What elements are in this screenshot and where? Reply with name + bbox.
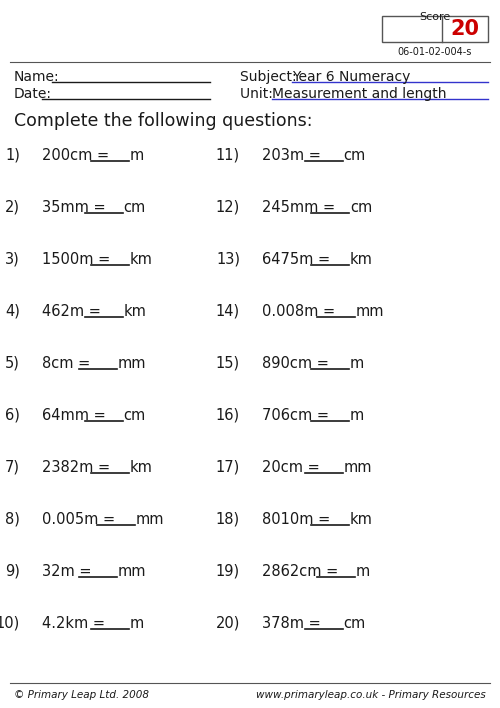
Text: 17): 17): [216, 460, 240, 475]
Text: 18): 18): [216, 512, 240, 527]
Text: 10): 10): [0, 616, 20, 631]
Text: Measurement and length: Measurement and length: [272, 87, 446, 101]
Text: m: m: [356, 564, 370, 579]
Text: 6): 6): [5, 408, 20, 423]
Text: cm: cm: [124, 200, 146, 215]
Text: Subject:: Subject:: [240, 70, 301, 84]
Text: 35mm =: 35mm =: [42, 200, 110, 215]
Text: Score: Score: [420, 12, 450, 22]
Text: 890cm =: 890cm =: [262, 356, 334, 371]
Text: km: km: [130, 252, 152, 267]
Text: 2382m =: 2382m =: [42, 460, 115, 475]
Text: Year 6 Numeracy: Year 6 Numeracy: [292, 70, 410, 84]
Text: cm: cm: [350, 200, 372, 215]
Text: 8010m =: 8010m =: [262, 512, 335, 527]
Text: 12): 12): [216, 200, 240, 215]
Text: 6475m =: 6475m =: [262, 252, 335, 267]
Text: 4.2km =: 4.2km =: [42, 616, 110, 631]
Text: 11): 11): [216, 148, 240, 163]
Text: 4): 4): [5, 304, 20, 319]
Text: 16): 16): [216, 408, 240, 423]
Text: 245mm =: 245mm =: [262, 200, 340, 215]
Text: 1): 1): [5, 148, 20, 163]
Text: 20cm =: 20cm =: [262, 460, 324, 475]
Text: Date:: Date:: [14, 87, 52, 101]
Text: 8): 8): [5, 512, 20, 527]
Bar: [382, 16, 488, 42]
Text: 32m =: 32m =: [42, 564, 96, 579]
Text: km: km: [350, 252, 372, 267]
Text: 200cm =: 200cm =: [42, 148, 114, 163]
Text: 3): 3): [5, 252, 20, 267]
Text: 5): 5): [5, 356, 20, 371]
Text: km: km: [124, 304, 146, 319]
Text: m: m: [350, 408, 364, 423]
Text: cm: cm: [344, 148, 366, 163]
Text: m: m: [130, 148, 144, 163]
Text: 9): 9): [5, 564, 20, 579]
Text: 0.005m =: 0.005m =: [42, 512, 120, 527]
Text: mm: mm: [356, 304, 384, 319]
Text: 64mm =: 64mm =: [42, 408, 110, 423]
Text: 13): 13): [216, 252, 240, 267]
Text: 06-01-02-004-s: 06-01-02-004-s: [398, 47, 472, 57]
Text: 378m =: 378m =: [262, 616, 326, 631]
Text: 19): 19): [216, 564, 240, 579]
Text: 8cm =: 8cm =: [42, 356, 95, 371]
Text: Complete the following questions:: Complete the following questions:: [14, 112, 312, 130]
Text: km: km: [130, 460, 152, 475]
Text: 14): 14): [216, 304, 240, 319]
Text: Unit:: Unit:: [240, 87, 277, 101]
Text: m: m: [130, 616, 144, 631]
Text: 0.008m =: 0.008m =: [262, 304, 340, 319]
Text: 203m =: 203m =: [262, 148, 326, 163]
Text: 20: 20: [450, 19, 480, 39]
Text: 20): 20): [216, 616, 240, 631]
Text: mm: mm: [118, 356, 146, 371]
Text: 1500m =: 1500m =: [42, 252, 115, 267]
Text: cm: cm: [344, 616, 366, 631]
Text: cm: cm: [124, 408, 146, 423]
Text: 2): 2): [5, 200, 20, 215]
Text: www.primaryleap.co.uk - Primary Resources: www.primaryleap.co.uk - Primary Resource…: [256, 690, 486, 700]
Text: 462m =: 462m =: [42, 304, 106, 319]
Text: 15): 15): [216, 356, 240, 371]
Text: © Primary Leap Ltd. 2008: © Primary Leap Ltd. 2008: [14, 690, 149, 700]
Text: 706cm =: 706cm =: [262, 408, 334, 423]
Text: mm: mm: [118, 564, 146, 579]
Text: m: m: [350, 356, 364, 371]
Text: mm: mm: [344, 460, 372, 475]
Text: 2862cm =: 2862cm =: [262, 564, 343, 579]
Text: km: km: [350, 512, 372, 527]
Text: 7): 7): [5, 460, 20, 475]
Text: mm: mm: [136, 512, 164, 527]
Text: Name:: Name:: [14, 70, 60, 84]
